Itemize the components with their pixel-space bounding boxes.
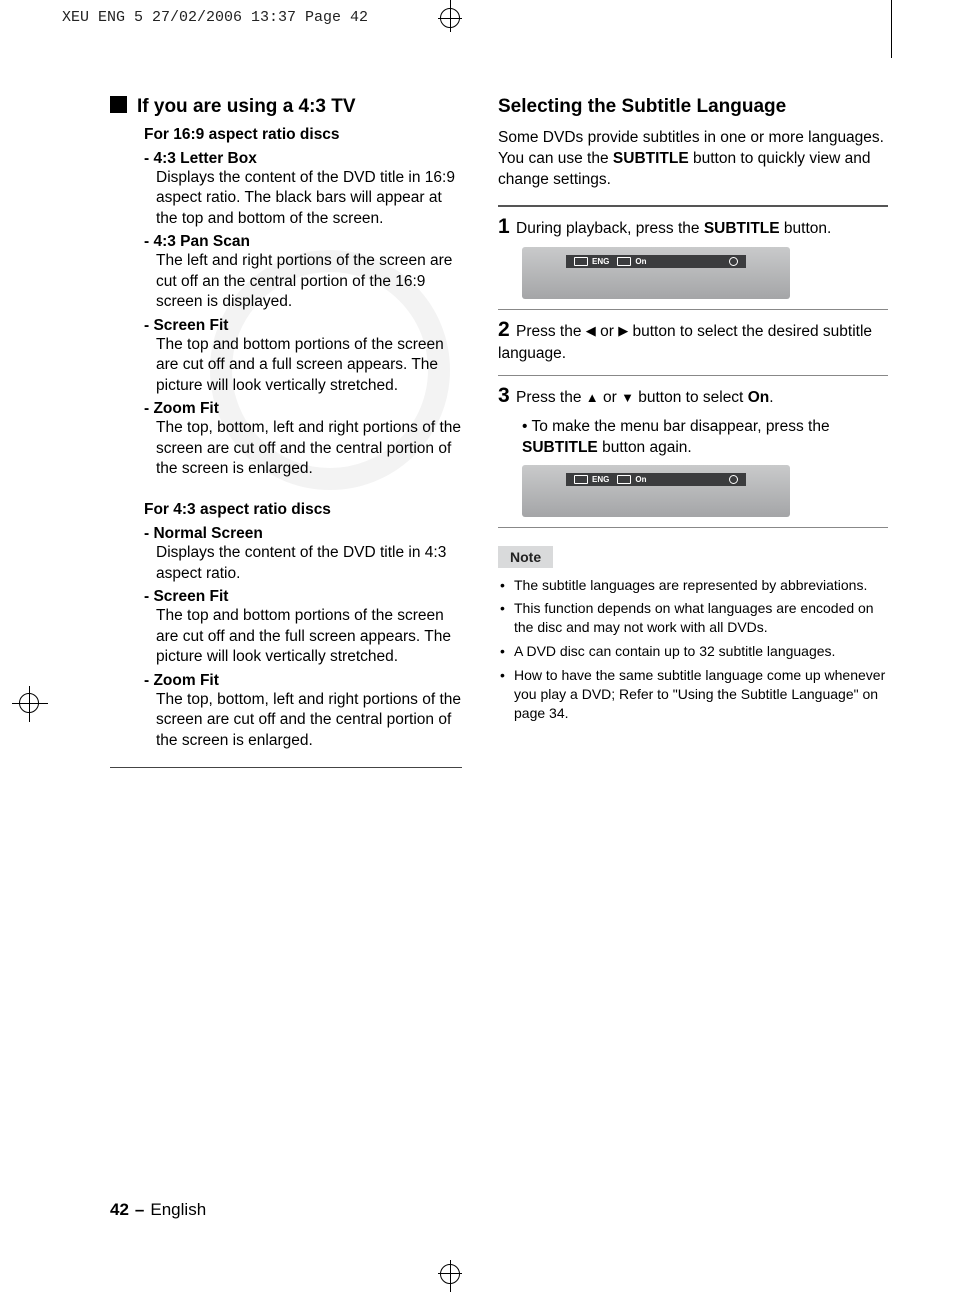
divider — [498, 309, 888, 310]
section-title-subtitle: Selecting the Subtitle Language — [498, 96, 888, 118]
up-arrow-icon: ▲ — [586, 389, 599, 407]
osd-bar: ENG On — [566, 473, 746, 486]
left-arrow-icon: ◀ — [586, 322, 596, 340]
option-panscan: - 4:3 Pan Scan The left and right portio… — [144, 233, 462, 312]
section-title-43tv: If you are using a 4:3 TV — [110, 96, 462, 118]
subtitle-icon — [574, 475, 588, 484]
left-column: If you are using a 4:3 TV For 16:9 aspec… — [110, 96, 462, 780]
subheading-43-discs: For 4:3 aspect ratio discs — [144, 501, 462, 519]
disc-icon — [729, 257, 738, 266]
divider — [498, 375, 888, 376]
crop-mark — [440, 8, 460, 28]
crop-mark — [440, 1264, 460, 1284]
note-item: The subtitle languages are represented b… — [498, 576, 888, 595]
subtitle-icon — [574, 257, 588, 266]
option-letterbox: - 4:3 Letter Box Displays the content of… — [144, 150, 462, 229]
option-screenfit-b: - Screen Fit The top and bottom portions… — [144, 588, 462, 667]
osd-preview: ENG On — [522, 247, 790, 299]
crop-mark — [891, 0, 892, 58]
osd-bar: ENG On — [566, 255, 746, 268]
down-arrow-icon: ▼ — [621, 389, 634, 407]
disc-icon — [729, 475, 738, 484]
osd-preview: ENG On — [522, 465, 790, 517]
subheading-169-discs: For 16:9 aspect ratio discs — [144, 126, 462, 144]
intro-text: Some DVDs provide subtitles in one or mo… — [498, 128, 888, 191]
divider — [498, 527, 888, 528]
box-icon — [617, 475, 631, 484]
crop-mark — [18, 692, 42, 716]
page-content: If you are using a 4:3 TV For 16:9 aspec… — [110, 96, 890, 780]
right-arrow-icon: ▶ — [618, 322, 628, 340]
page-footer: 42–English — [110, 1200, 206, 1220]
divider — [498, 205, 888, 207]
footer-language: English — [150, 1200, 206, 1219]
divider — [110, 767, 462, 768]
step-3-sub: • To make the menu bar disappear, press … — [522, 417, 888, 459]
box-icon — [617, 257, 631, 266]
option-zoomfit-b: - Zoom Fit The top, bottom, left and rig… — [144, 672, 462, 751]
note-list: The subtitle languages are represented b… — [498, 576, 888, 723]
note-item: A DVD disc can contain up to 32 subtitle… — [498, 642, 888, 661]
option-screenfit: - Screen Fit The top and bottom portions… — [144, 317, 462, 396]
option-normal: - Normal Screen Displays the content of … — [144, 525, 462, 584]
right-column: Selecting the Subtitle Language Some DVD… — [498, 96, 888, 780]
page-number: 42 — [110, 1200, 129, 1219]
note-item: How to have the same subtitle language c… — [498, 666, 888, 723]
step-1: 1 During playback, press the SUBTITLE bu… — [498, 213, 888, 241]
step-3: 3 Press the ▲ or ▼ button to select On. — [498, 382, 888, 410]
print-header: XEU ENG 5 27/02/2006 13:37 Page 42 — [62, 9, 368, 26]
note-item: This function depends on what languages … — [498, 599, 888, 637]
note-badge: Note — [498, 546, 553, 568]
option-zoomfit: - Zoom Fit The top, bottom, left and rig… — [144, 400, 462, 479]
step-2: 2 Press the ◀ or ▶ button to select the … — [498, 316, 888, 365]
square-bullet-icon — [110, 96, 127, 113]
